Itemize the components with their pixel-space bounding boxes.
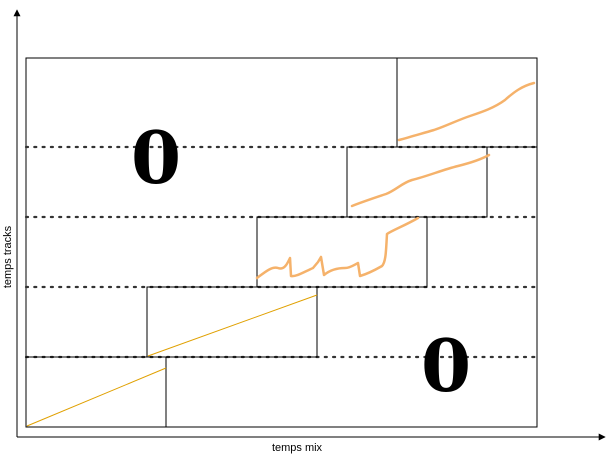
track-curve-4	[350, 153, 491, 208]
zero-label-upper-left: 0	[131, 115, 181, 200]
y-axis-label: temps tracks	[2, 225, 14, 288]
track-curve-3	[255, 216, 420, 280]
track-box-3	[256, 216, 428, 288]
track-box-2	[146, 286, 318, 358]
track-box-5	[396, 57, 538, 148]
track-curve-2	[147, 294, 318, 357]
track-box-4	[346, 146, 488, 218]
outer-frame	[25, 57, 538, 428]
track-curve-1	[26, 367, 167, 427]
x-axis-label: temps mix	[272, 442, 323, 454]
zero-label-lower-right: 0	[421, 323, 471, 408]
track-box-1	[25, 356, 167, 428]
track-curve-5	[397, 81, 536, 142]
